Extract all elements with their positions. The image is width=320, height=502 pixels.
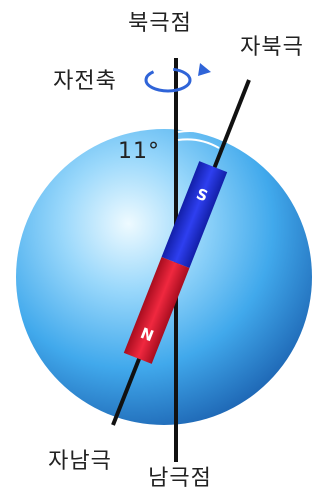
bar-magnet: S N (123, 161, 228, 364)
magnetic-north-label: 자북극 (240, 35, 304, 60)
magnet-north-half (123, 257, 190, 364)
angle-arc-outer (177, 130, 223, 141)
rotation-arrow-icon (144, 63, 211, 93)
magnet-south-half (161, 161, 228, 268)
rotation-axis-label: 자전축 (53, 69, 117, 94)
magnet-n-letter: N (138, 324, 156, 345)
magnetic-south-label: 자남극 (48, 449, 112, 474)
north-pole-label: 북극점 (128, 11, 192, 36)
angle-arc-inner (177, 138, 220, 149)
angle-label: 11° (118, 139, 160, 164)
south-pole-label: 남극점 (148, 466, 212, 491)
